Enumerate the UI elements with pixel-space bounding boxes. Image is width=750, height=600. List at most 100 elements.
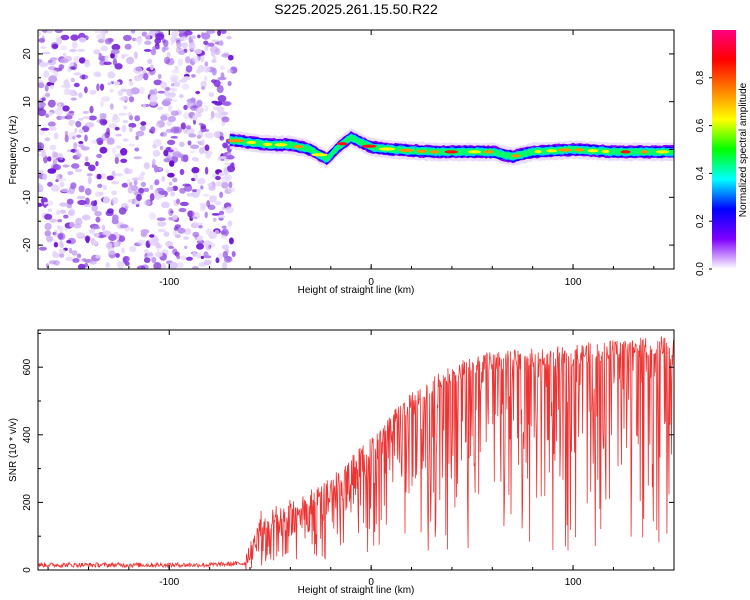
noise-blob	[96, 137, 104, 144]
noise-blob	[133, 156, 142, 160]
noise-blob	[68, 210, 74, 216]
noise-blob	[215, 175, 221, 181]
noise-blob	[43, 201, 48, 205]
noise-blob	[155, 242, 161, 249]
noise-blob	[143, 199, 151, 207]
noise-blob	[156, 217, 166, 221]
colorbar-tick-label: 0.2	[695, 214, 706, 228]
noise-blob	[66, 198, 74, 205]
noise-blob	[150, 126, 156, 134]
noise-blob	[142, 103, 146, 109]
noise-blob	[66, 189, 75, 195]
noise-blob	[104, 38, 113, 45]
noise-blob	[114, 63, 123, 70]
noise-blob	[70, 34, 79, 41]
noise-blob	[50, 184, 60, 192]
noise-blob	[58, 64, 65, 70]
snr-ylabel: SNR (10 * v/v)	[8, 418, 19, 482]
noise-blob	[44, 230, 52, 237]
noise-blob	[148, 237, 158, 246]
noise-blob	[217, 112, 224, 119]
ridge-peak	[293, 145, 304, 149]
noise-blob	[202, 66, 211, 73]
noise-blob	[200, 125, 207, 133]
noise-blob	[192, 252, 197, 257]
noise-blob	[49, 69, 57, 73]
noise-blob	[92, 254, 96, 259]
noise-blob	[99, 146, 108, 154]
snr-ticks: -100 0 100 0 200 400 600	[22, 330, 674, 588]
noise-blob	[44, 137, 51, 142]
noise-blob	[220, 230, 227, 235]
noise-blob	[163, 158, 171, 163]
noise-blob	[73, 223, 82, 229]
noise-blob	[143, 187, 150, 193]
noise-blob	[165, 241, 174, 247]
noise-blob	[155, 251, 163, 258]
noise-blob	[189, 150, 195, 154]
noise-blob	[134, 115, 141, 122]
noise-blob	[88, 115, 97, 121]
noise-blob	[203, 193, 210, 197]
noise-blob	[149, 193, 155, 201]
noise-blob	[174, 234, 181, 239]
noise-blob	[184, 245, 188, 249]
noise-blob	[155, 33, 165, 41]
noise-blob	[118, 112, 127, 116]
noise-blob	[228, 237, 234, 245]
noise-blob	[213, 79, 221, 88]
x-tick-label: -100	[159, 577, 179, 588]
noise-blob	[87, 176, 92, 185]
noise-blob	[211, 59, 217, 64]
y-tick-label: 0	[22, 567, 33, 573]
noise-blob	[219, 135, 225, 141]
noise-blob	[205, 245, 211, 251]
noise-blob	[134, 147, 140, 152]
snr-xlabel: Height of straight line (km)	[298, 585, 415, 596]
noise-blob	[161, 38, 166, 44]
noise-blob	[99, 118, 103, 124]
snr-background	[38, 330, 674, 570]
noise-blob	[221, 121, 226, 126]
noise-blob	[76, 253, 82, 259]
noise-blob	[192, 114, 197, 121]
noise-blob	[176, 254, 181, 260]
noise-blob	[181, 42, 188, 49]
noise-blob	[84, 156, 89, 162]
noise-blob	[90, 200, 97, 207]
noise-blob	[196, 235, 203, 242]
noise-blob	[47, 200, 54, 207]
noise-blob	[80, 146, 90, 151]
noise-blob	[150, 48, 157, 56]
noise-blob	[63, 214, 69, 219]
noise-blob	[156, 123, 160, 128]
noise-blob	[134, 51, 138, 60]
noise-blob	[152, 46, 161, 50]
noise-blob	[140, 181, 147, 187]
noise-blob	[59, 45, 68, 51]
noise-blob	[195, 112, 202, 118]
noise-blob	[154, 179, 160, 186]
noise-blob	[221, 53, 230, 58]
noise-blob	[59, 202, 68, 207]
noise-blob	[109, 88, 114, 93]
noise-blob	[171, 69, 180, 74]
noise-blob	[138, 174, 144, 182]
noise-blob	[105, 242, 113, 250]
noise-blob	[194, 48, 202, 55]
noise-blob	[209, 195, 217, 203]
noise-blob	[153, 139, 162, 147]
noise-blob	[92, 226, 101, 230]
noise-blob	[176, 41, 182, 49]
noise-blob	[41, 150, 47, 158]
snr-series-line	[38, 336, 674, 570]
noise-blob	[204, 211, 208, 219]
noise-blob	[128, 122, 137, 128]
noise-blob	[96, 153, 102, 159]
noise-blob	[228, 181, 233, 189]
noise-blob	[84, 86, 88, 94]
noise-blob	[66, 112, 75, 117]
noise-blob	[160, 81, 168, 89]
noise-blob	[117, 261, 125, 269]
noise-blob	[191, 189, 199, 193]
